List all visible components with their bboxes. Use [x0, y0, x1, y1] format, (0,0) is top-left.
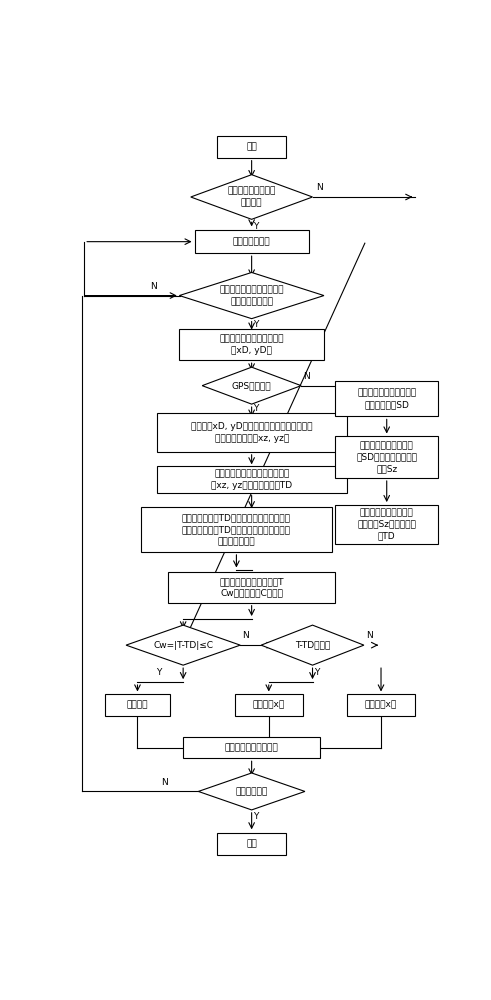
FancyBboxPatch shape	[335, 381, 438, 416]
FancyBboxPatch shape	[183, 737, 320, 758]
Text: 找到执行时刻数据表中
与SD对应的基准位置里
程值Sz: 找到执行时刻数据表中 与SD对应的基准位置里 程值Sz	[356, 441, 417, 474]
Polygon shape	[191, 175, 313, 219]
Text: 开始: 开始	[246, 142, 257, 151]
Text: Y: Y	[157, 668, 162, 677]
Polygon shape	[179, 272, 324, 319]
Text: Y: Y	[253, 404, 259, 413]
Polygon shape	[261, 625, 364, 665]
Text: N: N	[150, 282, 157, 291]
Text: T-TD为正值: T-TD为正值	[295, 641, 330, 650]
Text: 执行时刻表中当前时刻为T
Cw为误差值；C为阈值: 执行时刻表中当前时刻为T Cw为误差值；C为阈值	[219, 577, 284, 598]
FancyBboxPatch shape	[218, 136, 286, 158]
Text: N: N	[316, 183, 323, 192]
FancyBboxPatch shape	[218, 833, 286, 855]
Text: 当前时刻等于本站发
车时刻吗: 当前时刻等于本站发 车时刻吗	[227, 187, 276, 207]
FancyBboxPatch shape	[179, 329, 324, 360]
Text: 正常行驶: 正常行驶	[127, 701, 148, 710]
Text: 确定执行时刻数据表中
基准位置Sz所对应的时
刻TD: 确定执行时刻数据表中 基准位置Sz所对应的时 刻TD	[357, 508, 416, 541]
Text: 当前时刻大于本站发车时刻
小于到达站时刻吗: 当前时刻大于本站发车时刻 小于到达站时刻吗	[219, 285, 284, 306]
Polygon shape	[198, 773, 305, 810]
Text: Y: Y	[253, 812, 259, 821]
Text: GPS有数据？: GPS有数据？	[232, 381, 272, 390]
Text: Y: Y	[314, 668, 320, 677]
FancyBboxPatch shape	[335, 436, 438, 478]
Text: 提示驾驶员发车: 提示驾驶员发车	[233, 237, 271, 246]
Text: 读取车载里程计数模块当
前里程计数值SD: 读取车载里程计数模块当 前里程计数值SD	[357, 388, 416, 409]
FancyBboxPatch shape	[141, 507, 331, 552]
FancyBboxPatch shape	[194, 230, 309, 253]
Text: 将执行时刻表中TD及以下基准位置对应的里
程数，依次减去TD对应当前里程数；车载里
程计数模块清零: 将执行时刻表中TD及以下基准位置对应的里 程数，依次减去TD对应当前里程数；车载…	[182, 513, 291, 546]
FancyBboxPatch shape	[157, 466, 347, 493]
FancyBboxPatch shape	[105, 694, 170, 716]
FancyBboxPatch shape	[347, 694, 415, 716]
Text: N: N	[303, 372, 310, 381]
Text: 到达终点站吗: 到达终点站吗	[236, 787, 268, 796]
FancyBboxPatch shape	[235, 694, 303, 716]
Text: N: N	[367, 631, 373, 640]
Text: 信息提示单元进行提示: 信息提示单元进行提示	[225, 743, 278, 752]
FancyBboxPatch shape	[157, 413, 347, 452]
Polygon shape	[126, 625, 240, 665]
Text: Cw=|T-TD|≤C: Cw=|T-TD|≤C	[153, 641, 213, 650]
Text: 确定执行时刻数据表中基准位置
（xz, yz）所对应的时刻TD: 确定执行时刻数据表中基准位置 （xz, yz）所对应的时刻TD	[211, 469, 292, 490]
FancyBboxPatch shape	[168, 572, 335, 603]
Text: N: N	[161, 778, 168, 787]
Text: 找到与（xD, yD）对应的执行时刻数据表中基
准位置经纬度值（xz, yz）: 找到与（xD, yD）对应的执行时刻数据表中基 准位置经纬度值（xz, yz）	[191, 422, 312, 443]
FancyBboxPatch shape	[335, 505, 438, 544]
Text: N: N	[242, 631, 249, 640]
Text: 超前行驶x秒: 超前行驶x秒	[365, 701, 397, 710]
Text: 滞后行驶x秒: 滞后行驶x秒	[253, 701, 285, 710]
Polygon shape	[202, 367, 301, 404]
Text: Y: Y	[253, 222, 259, 231]
Text: 结束: 结束	[246, 839, 257, 848]
Text: 读取车辆当前位置经纬度值
（xD, yD）: 读取车辆当前位置经纬度值 （xD, yD）	[219, 334, 284, 355]
Text: Y: Y	[253, 320, 259, 329]
